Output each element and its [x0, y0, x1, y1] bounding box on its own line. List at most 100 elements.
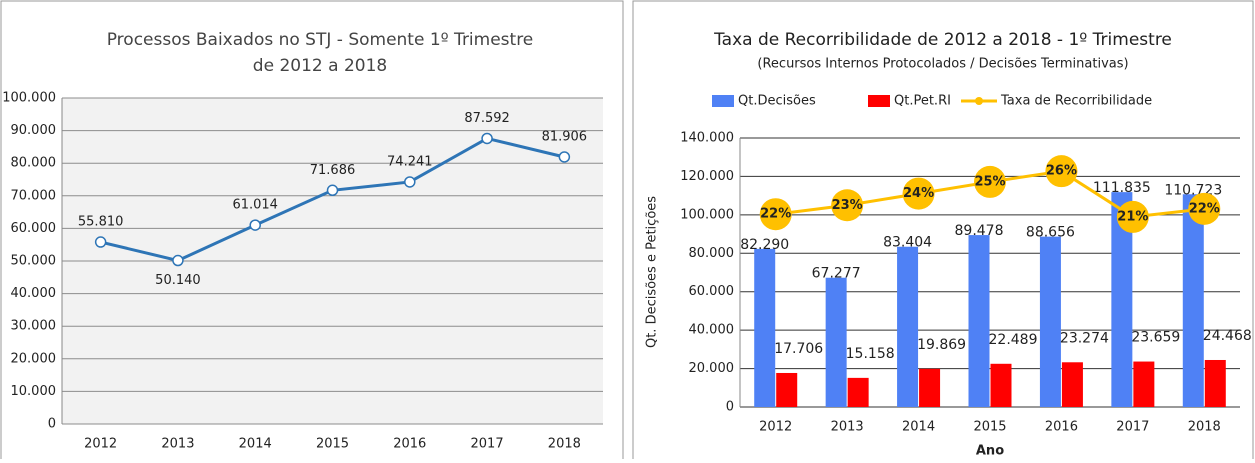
legend-swatch	[712, 95, 734, 107]
bar	[1182, 194, 1204, 407]
data-label: 71.686	[310, 163, 356, 178]
data-label: 88.656	[1026, 225, 1075, 241]
data-label: 61.014	[232, 198, 278, 213]
x-tick-label: 2013	[161, 437, 194, 452]
legend-swatch	[975, 97, 983, 105]
y-tick-label: 20.000	[11, 351, 57, 366]
marker	[902, 177, 935, 210]
data-label: 89.478	[955, 223, 1004, 239]
chart-title: Processos Baixados no STJ - Somente 1º T…	[107, 30, 534, 50]
chart-subtitle: (Recursos Internos Protocolados / Decisõ…	[757, 57, 1128, 72]
data-label: 25%	[974, 174, 1005, 189]
bar	[1133, 361, 1155, 407]
legend-swatch	[868, 95, 890, 107]
data-label: 23%	[832, 198, 863, 213]
bar	[754, 248, 776, 407]
y-tick-label: 30.000	[11, 319, 57, 334]
bar	[776, 372, 798, 407]
data-label: 67.277	[812, 266, 861, 282]
data-label: 23.659	[1131, 330, 1180, 346]
legend-label: Taxa de Recorribilidade	[1000, 94, 1152, 109]
bar	[1111, 192, 1133, 407]
y-tick-label: 40.000	[689, 323, 735, 338]
bar	[1204, 359, 1226, 407]
y-tick-label: 140.000	[680, 131, 734, 146]
marker	[558, 151, 571, 163]
marker	[326, 184, 339, 197]
data-label: 17.706	[774, 341, 823, 357]
x-tick-label: 2018	[1188, 420, 1221, 435]
bar	[919, 368, 941, 407]
marker	[1116, 200, 1149, 233]
bar	[847, 377, 869, 407]
x-tick-label: 2015	[316, 437, 349, 452]
marker	[759, 198, 792, 231]
data-label: 19.869	[917, 337, 966, 353]
data-label: 21%	[1117, 209, 1148, 224]
data-label: 81.906	[542, 129, 588, 144]
legend-label: Qt.Decisões	[738, 94, 816, 109]
y-axis-label: Qt. Decisões e Petições	[645, 196, 660, 348]
data-label: 15.158	[846, 346, 895, 362]
x-tick-label: 2016	[393, 437, 426, 452]
bar	[1061, 362, 1083, 407]
x-tick-label: 2014	[902, 420, 935, 435]
y-tick-label: 60.000	[11, 221, 57, 236]
bar	[1039, 236, 1061, 407]
bar	[968, 235, 990, 407]
marker	[1188, 192, 1221, 225]
data-label: 50.140	[155, 273, 201, 288]
data-label: 111.835	[1093, 180, 1151, 196]
marker	[404, 176, 416, 188]
x-tick-label: 2018	[548, 437, 581, 452]
chart-title: de 2012 a 2018	[253, 56, 387, 76]
data-label: 83.404	[883, 235, 932, 251]
data-label: 74.241	[387, 154, 433, 169]
legend-label: Qt.Pet.RI	[894, 94, 951, 109]
y-tick-label: 70.000	[11, 188, 57, 203]
data-label: 24.468	[1203, 328, 1252, 344]
x-tick-label: 2014	[239, 437, 272, 452]
x-tick-label: 2013	[831, 420, 864, 435]
y-tick-label: 0	[48, 417, 56, 432]
marker	[172, 254, 184, 267]
marker	[1045, 155, 1078, 188]
x-tick-label: 2015	[973, 420, 1006, 435]
y-tick-label: 80.000	[11, 156, 57, 171]
y-tick-label: 120.000	[680, 169, 734, 184]
data-label: 55.810	[78, 215, 124, 230]
y-tick-label: 100.000	[2, 91, 56, 106]
marker	[481, 132, 493, 145]
x-tick-label: 2016	[1045, 420, 1078, 435]
y-tick-label: 60.000	[689, 284, 735, 299]
y-tick-label: 90.000	[11, 123, 57, 138]
data-label: 22%	[760, 207, 791, 222]
y-tick-label: 20.000	[689, 361, 735, 376]
data-label: 26%	[1046, 164, 1077, 179]
y-tick-label: 0	[726, 400, 734, 415]
x-tick-label: 2012	[759, 420, 792, 435]
data-label: 82.290	[740, 237, 789, 253]
data-label: 22.489	[989, 332, 1038, 348]
marker	[249, 219, 261, 231]
marker	[974, 165, 1006, 198]
y-tick-label: 40.000	[11, 286, 57, 301]
y-tick-label: 100.000	[680, 207, 734, 222]
bar	[897, 246, 919, 407]
x-tick-label: 2012	[84, 437, 117, 452]
bar	[825, 277, 847, 407]
y-tick-label: 50.000	[11, 254, 57, 269]
y-tick-label: 80.000	[689, 246, 735, 261]
x-axis-label: Ano	[976, 444, 1004, 459]
data-label: 87.592	[464, 111, 510, 126]
y-tick-label: 10.000	[11, 384, 57, 399]
data-label: 22%	[1189, 201, 1220, 216]
data-label: 24%	[903, 186, 934, 201]
x-tick-label: 2017	[471, 437, 504, 452]
marker	[94, 236, 107, 248]
bar	[990, 363, 1012, 407]
marker	[831, 189, 864, 222]
data-label: 23.274	[1060, 330, 1109, 346]
chart-title: Taxa de Recorribilidade de 2012 a 2018 -…	[713, 30, 1172, 50]
